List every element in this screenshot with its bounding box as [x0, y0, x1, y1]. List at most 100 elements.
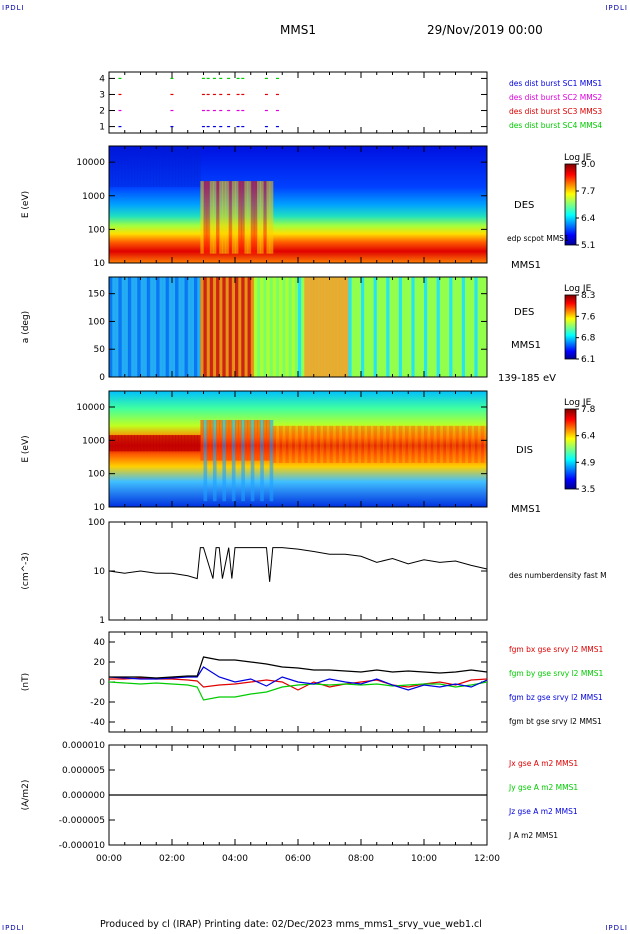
spectrogram-stripe [461, 425, 466, 463]
corner-label-bottom-left: IPDLI [2, 924, 25, 932]
pitch-stripe [474, 277, 479, 377]
y-tick-label: 10000 [76, 403, 105, 413]
panel-label: edp scpot MMS1 [507, 234, 569, 243]
spectrogram-stripe [118, 435, 123, 452]
spectrogram-stripe [452, 425, 456, 463]
spectrogram-stripe [320, 425, 324, 463]
y-tick-label: 2 [99, 107, 105, 117]
pitch-stripe [455, 277, 460, 377]
y-tick-label: 100 [88, 317, 105, 327]
pitch-stripe [452, 277, 456, 377]
spectrogram-stripe [335, 425, 340, 463]
spectrogram-stripe [395, 425, 400, 463]
colorbar-tick-label: 7.8 [581, 405, 596, 415]
spectrogram-stripe [238, 181, 242, 254]
panel-label: DIS [516, 445, 533, 456]
spectrogram-stripe [222, 420, 227, 502]
pitch-stripe [401, 277, 406, 377]
y-tick-label: 3 [99, 90, 105, 100]
spectrogram-stripe [162, 146, 167, 187]
spectrogram-stripe [357, 425, 362, 463]
spectrogram-stripe [134, 146, 138, 187]
spectrogram-stripe [137, 435, 141, 452]
panel-label: DES [514, 200, 534, 211]
spectrogram-stripe [433, 425, 438, 463]
spectrogram-stripe [411, 425, 416, 463]
colorbar-tick-label: 7.7 [581, 187, 595, 197]
pitch-stripe [219, 277, 223, 377]
pitch-stripe [320, 277, 324, 377]
spectrogram-stripe [383, 425, 387, 463]
pitch-stripe [235, 277, 239, 377]
y-tick-label: 10 [94, 503, 106, 513]
series-label: Jz gse A m2 MMS1 [508, 807, 578, 816]
spectrogram-stripe [216, 420, 220, 461]
spectrogram-stripe [379, 425, 384, 463]
spectrogram-stripe [112, 435, 116, 452]
pitch-stripe [238, 277, 242, 377]
pitch-stripe [449, 277, 453, 377]
spectrogram-stripe [197, 435, 201, 452]
panel-label: MMS1 [511, 260, 541, 271]
y-tick-label: 0.000005 [62, 766, 105, 776]
y-tick-label: 20 [94, 658, 106, 668]
pitch-stripe [304, 277, 308, 377]
pitch-stripe [405, 277, 409, 377]
y-axis-label: (nT) [21, 673, 31, 691]
pitch-stripe [361, 277, 365, 377]
pitch-stripe [168, 277, 173, 377]
spectrogram-stripe [257, 181, 261, 254]
spectrogram-stripe [275, 425, 280, 463]
pitch-stripe [383, 277, 387, 377]
spectrogram-stripe [137, 146, 141, 187]
pitch-stripe [338, 277, 343, 377]
spectrogram-stripe [266, 181, 271, 254]
spectrogram-stripe [446, 425, 450, 463]
spectrogram-stripe [127, 146, 132, 187]
spectrogram-stripe [235, 181, 239, 254]
spectrogram-stripe [323, 425, 327, 463]
pitch-stripe [458, 277, 463, 377]
pitch-stripe [197, 277, 201, 377]
pitch-stripe [417, 277, 422, 377]
spectrogram-stripe [190, 146, 195, 187]
y-tick-label: -40 [90, 718, 105, 728]
pitch-stripe [257, 277, 261, 377]
spectrogram-stripe [187, 435, 192, 452]
pitch-stripe [424, 277, 428, 377]
pitch-stripe [392, 277, 397, 377]
pitch-stripe [335, 277, 340, 377]
bfield-series-line [108, 681, 488, 701]
pitch-stripe [225, 277, 230, 377]
spectrogram-stripe [468, 425, 472, 463]
spectrogram-stripe [222, 181, 227, 254]
pitch-stripe [291, 277, 296, 377]
corner-label-top-right: IPDLI [605, 4, 628, 12]
spectrogram-stripe [143, 435, 148, 452]
pitch-stripe [212, 277, 217, 377]
spectrogram-stripe [121, 435, 126, 452]
pitch-stripe [222, 277, 227, 377]
spectrogram-stripe [250, 181, 255, 254]
spectrogram-stripe [228, 181, 233, 254]
pitch-stripe [468, 277, 472, 377]
series-label: des numberdensity fast M [509, 571, 607, 580]
spectrogram-stripe [247, 420, 252, 461]
pitch-stripe [442, 277, 447, 377]
pitch-stripe [288, 277, 293, 377]
pitch-stripe [376, 277, 381, 377]
spectrogram-stripe [471, 425, 475, 463]
pitch-stripe [247, 277, 252, 377]
pitch-stripe [250, 277, 255, 377]
spectrogram-stripe [134, 435, 138, 452]
spectrogram-stripe [420, 425, 425, 463]
spectrogram-stripe [417, 425, 422, 463]
spectrogram-stripe [162, 435, 167, 452]
pitch-stripe [427, 277, 431, 377]
pitch-stripe [241, 277, 245, 377]
spectrogram-stripe [231, 420, 236, 502]
spectrogram-stripe [146, 146, 151, 187]
pitch-stripe [379, 277, 384, 377]
y-tick-label: 1 [99, 616, 105, 626]
x-tick-label: 02:00 [159, 854, 185, 864]
